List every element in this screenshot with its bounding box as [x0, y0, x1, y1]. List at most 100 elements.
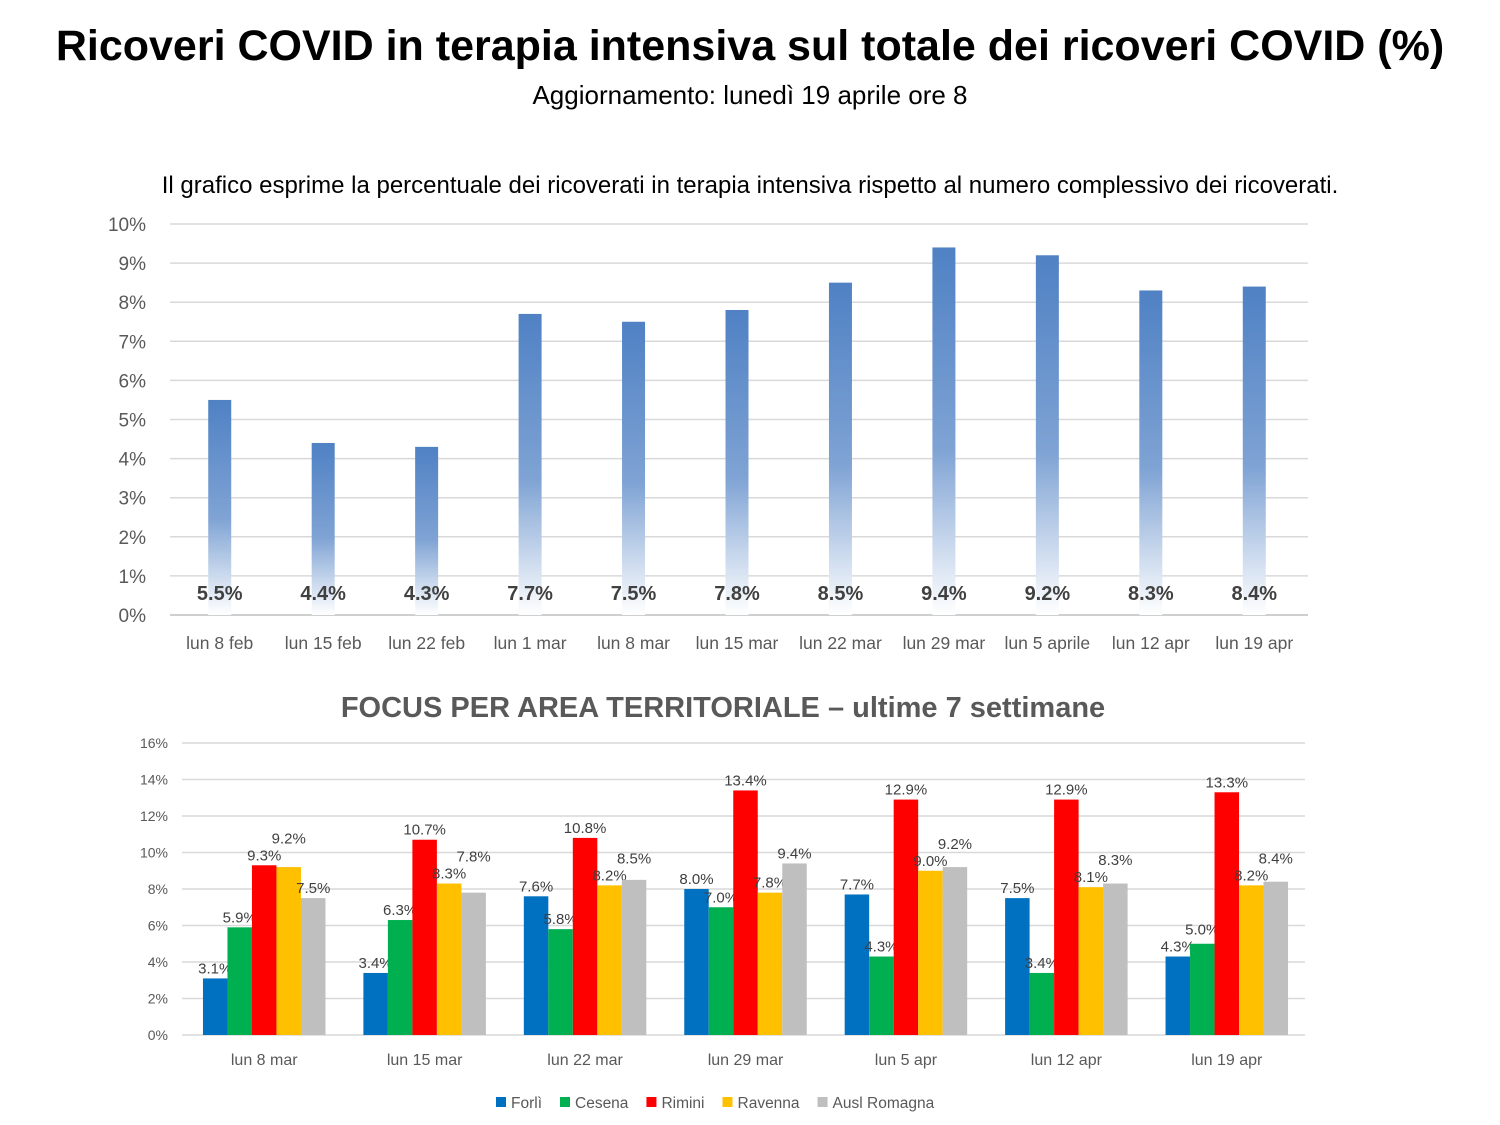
- legend-swatch: [646, 1097, 657, 1107]
- data-label: 8.3%: [432, 866, 466, 883]
- y-tick-label: 0%: [148, 1027, 168, 1043]
- bar-ausl-romagna: [942, 867, 968, 1035]
- bar: [828, 282, 852, 615]
- chart-description-row: Il grafico esprime la percentuale dei ri…: [0, 172, 1500, 200]
- bar: [415, 446, 439, 615]
- bar: [1242, 286, 1266, 615]
- data-label: 7.5%: [296, 880, 330, 897]
- data-label: 5.9%: [223, 909, 257, 926]
- x-tick-label: lun 22 mar: [547, 1052, 623, 1069]
- x-tick-label: lun 15 feb: [285, 633, 362, 653]
- bar-forl-: [1005, 898, 1030, 1035]
- x-tick-label: lun 5 apr: [875, 1052, 938, 1069]
- data-label: 8.4%: [1231, 583, 1277, 605]
- x-tick-label: lun 22 feb: [388, 633, 465, 653]
- data-label: 5.0%: [1185, 922, 1219, 939]
- bar: [932, 247, 956, 615]
- legend-swatch: [722, 1097, 733, 1107]
- data-label: 7.6%: [519, 878, 553, 895]
- bar-forl-: [523, 896, 549, 1035]
- y-tick-label: 7%: [119, 332, 147, 353]
- data-label: 12.9%: [1045, 782, 1088, 799]
- data-label: 4.4%: [300, 583, 346, 605]
- bar-rimini: [572, 837, 598, 1035]
- bar-ravenna: [757, 892, 783, 1035]
- x-tick-label: lun 29 mar: [903, 633, 986, 653]
- data-label: 9.3%: [247, 847, 281, 864]
- bar-cesena: [869, 956, 894, 1035]
- weekly-icu-chart: 0% 1% 2% 3% 4% 5% 6% 7% 8% 9% 10% 5.5% lun 8 feb 4.4%…: [108, 215, 1308, 653]
- bar-ausl-romagna: [1263, 881, 1289, 1035]
- bar-rimini: [893, 799, 919, 1035]
- data-label: 9.0%: [913, 853, 947, 870]
- update-subtitle: Aggiornamento: lunedì 19 aprile ore 8: [532, 80, 968, 110]
- data-label: 9.4%: [921, 583, 967, 605]
- y-tick-label: 6%: [119, 371, 147, 392]
- data-label: 8.4%: [1259, 850, 1293, 867]
- bar-rimini: [1054, 799, 1079, 1035]
- data-label: 8.5%: [617, 850, 651, 867]
- bar-cesena: [387, 920, 413, 1035]
- data-label: 8.3%: [1098, 852, 1132, 869]
- data-label: 9.2%: [1025, 583, 1071, 605]
- bar-ravenna: [597, 885, 622, 1035]
- data-label: 7.7%: [840, 876, 874, 893]
- y-tick-label: 9%: [119, 254, 147, 275]
- x-tick-label: lun 29 mar: [708, 1052, 784, 1069]
- page-title-row: Ricoveri COVID in terapia intensiva sul …: [0, 22, 1500, 71]
- data-label: 8.0%: [679, 871, 713, 888]
- x-tick-label: lun 8 feb: [186, 633, 253, 653]
- bar-ausl-romagna: [782, 863, 807, 1035]
- bar: [1035, 255, 1059, 615]
- bar-forl-: [363, 972, 388, 1035]
- bar-ravenna: [436, 883, 462, 1035]
- x-tick-label: lun 15 mar: [696, 633, 779, 653]
- data-label: 5.5%: [197, 583, 243, 605]
- data-label: 6.3%: [383, 902, 417, 919]
- bar-forl-: [1165, 956, 1191, 1035]
- bar-cesena: [548, 929, 573, 1035]
- data-label: 4.3%: [1161, 939, 1195, 956]
- data-label: 9.2%: [272, 830, 306, 847]
- data-label: 13.3%: [1206, 774, 1249, 791]
- data-label: 7.7%: [507, 583, 553, 605]
- chart-title: FOCUS PER AREA TERRITORIALE – ultime 7 s…: [341, 692, 1105, 724]
- y-tick-label: 3%: [119, 489, 147, 510]
- data-label: 7.5%: [1000, 880, 1034, 897]
- data-label: 3.4%: [1025, 955, 1059, 972]
- bar-ausl-romagna: [1103, 883, 1128, 1035]
- x-tick-label: lun 22 mar: [799, 633, 882, 653]
- x-tick-label: lun 8 mar: [597, 633, 670, 653]
- data-label: 4.3%: [404, 583, 450, 605]
- bar-ausl-romagna: [300, 898, 326, 1035]
- data-label: 9.4%: [777, 845, 811, 862]
- bar-cesena: [227, 927, 252, 1035]
- bar-cesena: [1190, 943, 1215, 1035]
- bar-rimini: [1214, 792, 1240, 1035]
- y-tick-label: 0%: [119, 606, 147, 627]
- x-tick-label: lun 15 mar: [387, 1052, 463, 1069]
- x-tick-label: lun 19 apr: [1215, 633, 1293, 653]
- legend-label: Rimini: [661, 1095, 704, 1112]
- bar: [622, 321, 646, 615]
- data-label: 8.5%: [818, 583, 864, 605]
- x-tick-label: lun 12 apr: [1112, 633, 1190, 653]
- y-tick-label: 2%: [119, 528, 147, 549]
- bar: [725, 310, 749, 615]
- y-tick-label: 10%: [108, 215, 146, 236]
- data-label: 10.7%: [403, 822, 446, 839]
- data-label: 9.2%: [938, 836, 972, 853]
- data-label: 5.8%: [543, 911, 577, 928]
- bar-ausl-romagna: [461, 892, 486, 1035]
- x-tick-label: lun 12 apr: [1031, 1052, 1103, 1069]
- bar: [1139, 290, 1163, 615]
- legend-label: Forlì: [511, 1095, 542, 1112]
- data-label: 13.4%: [724, 772, 767, 789]
- territorial-focus-chart: FOCUS PER AREA TERRITORIALE – ultime 7 s…: [140, 692, 1305, 1112]
- data-label: 3.4%: [359, 955, 393, 972]
- bar-ausl-romagna: [621, 879, 647, 1035]
- y-tick-label: 14%: [140, 772, 168, 788]
- x-tick-label: lun 8 mar: [231, 1052, 298, 1069]
- x-tick-label: lun 19 apr: [1191, 1052, 1263, 1069]
- y-tick-label: 8%: [119, 293, 147, 314]
